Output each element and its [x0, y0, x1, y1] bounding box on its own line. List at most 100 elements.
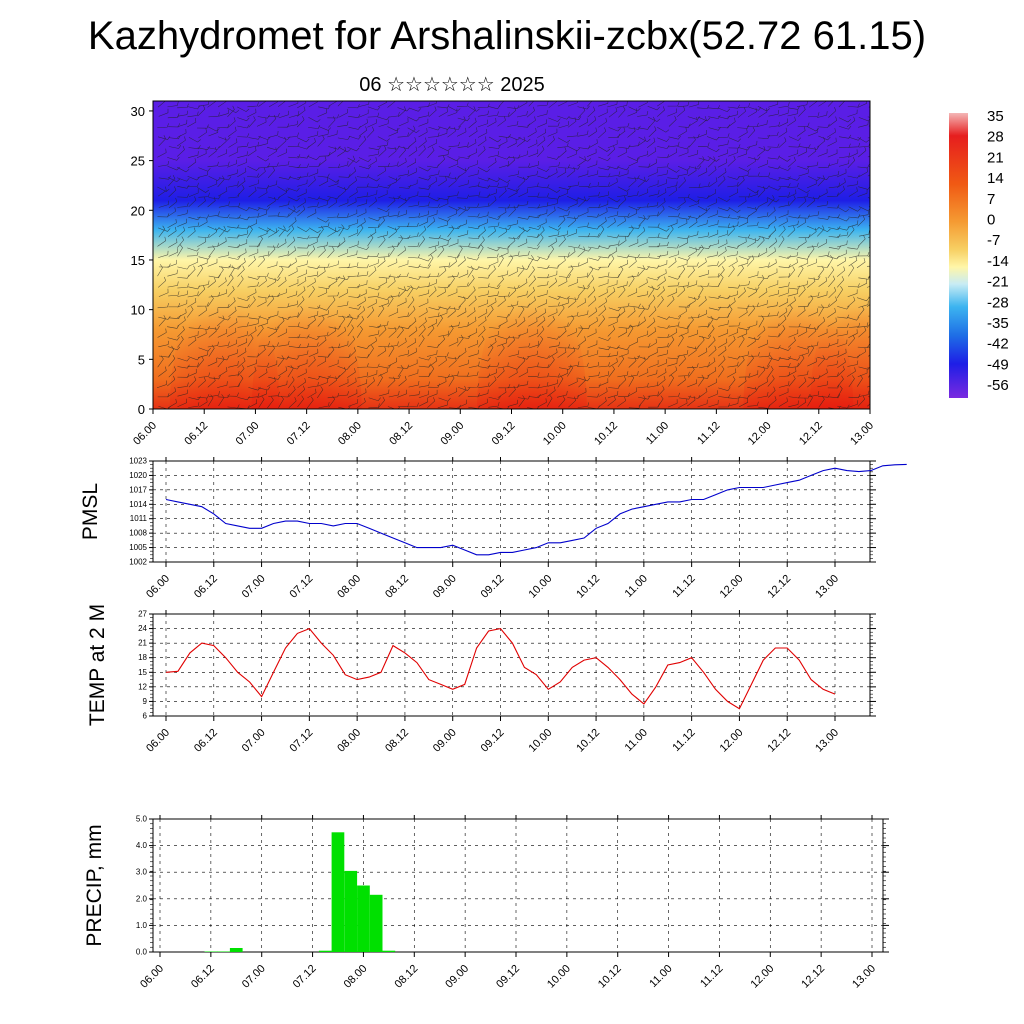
y-tick-label: 15 — [138, 668, 147, 677]
wind-barb — [847, 220, 859, 228]
wind-barb — [546, 206, 556, 217]
wind-barb — [578, 182, 591, 187]
wind-barb — [356, 174, 370, 179]
wind-barb — [437, 245, 445, 258]
wind-barb — [177, 128, 187, 138]
wind-barb — [778, 273, 791, 278]
wind-barb — [187, 182, 199, 187]
wind-barb — [338, 263, 351, 269]
wind-barb — [237, 313, 250, 318]
wind-barb — [607, 211, 619, 218]
wind-barb — [837, 348, 847, 358]
x-tick-label: 07.12 — [288, 727, 316, 755]
wind-barb — [797, 187, 810, 194]
wind-barb — [228, 214, 241, 219]
wind-barb — [487, 291, 499, 297]
panel-frame — [152, 460, 871, 563]
wind-barb — [207, 196, 216, 208]
wind-barb — [496, 367, 505, 379]
wind-barb — [598, 182, 610, 187]
wind-barb — [697, 336, 705, 348]
wind-barb — [177, 357, 190, 362]
wind-barb — [307, 131, 319, 138]
wind-barb — [407, 285, 420, 290]
wind-barb — [257, 324, 264, 337]
wind-barb — [657, 145, 670, 149]
wind-barb — [537, 128, 547, 138]
wind-barb — [437, 283, 450, 289]
wind-barb — [587, 328, 597, 338]
wind-barb — [247, 276, 261, 280]
wind-barb — [727, 225, 735, 237]
wind-barb — [767, 206, 776, 218]
wind-barb — [368, 403, 380, 409]
wind-barb — [577, 222, 589, 228]
wind-barb — [266, 295, 275, 307]
wind-barb — [558, 327, 567, 338]
wind-barb — [218, 367, 228, 377]
x-tick-label: 07.00 — [240, 727, 268, 755]
wind-barb — [798, 197, 807, 209]
wind-barb — [328, 296, 336, 308]
wind-barb — [397, 389, 407, 398]
wind-barb — [347, 324, 354, 337]
wind-barb — [728, 399, 739, 407]
wind-barb — [778, 307, 788, 318]
wind-barb — [598, 191, 610, 198]
wind-barb — [567, 364, 574, 377]
wind-barb — [378, 364, 392, 369]
wind-barb — [378, 145, 387, 157]
wind-barb — [838, 101, 846, 108]
wind-barb — [467, 393, 480, 398]
wind-barb — [566, 195, 580, 201]
wind-barb — [618, 106, 626, 118]
wind-barb — [218, 394, 225, 407]
wind-barb — [857, 252, 870, 257]
wind-barb — [177, 382, 189, 388]
wind-barb — [588, 127, 597, 138]
wind-barb — [737, 197, 747, 208]
wind-barb — [287, 365, 300, 370]
wind-barb — [186, 251, 199, 257]
wind-barb — [407, 222, 419, 227]
wind-barb — [517, 316, 526, 328]
wind-barb — [158, 175, 171, 180]
y-tick-label: 9 — [143, 697, 148, 706]
wind-barb — [667, 102, 680, 107]
wind-barb — [668, 392, 680, 398]
wind-barb — [708, 229, 719, 238]
wind-barb — [227, 285, 235, 298]
wind-barb — [227, 349, 238, 357]
wind-barb — [497, 405, 510, 409]
y-tick-label: 1017 — [129, 485, 147, 494]
wind-barb — [388, 176, 401, 181]
wind-barb — [518, 226, 531, 232]
wind-barb — [768, 226, 777, 238]
wind-barb — [577, 336, 587, 347]
wind-barb — [427, 318, 437, 329]
wind-barb — [727, 104, 740, 109]
wind-barb — [568, 377, 578, 387]
wind-barb — [527, 350, 538, 358]
wind-barb — [637, 290, 649, 297]
wind-barb — [758, 339, 768, 349]
wind-barb — [267, 342, 279, 347]
wind-barb — [157, 264, 163, 277]
wind-barb — [248, 366, 257, 378]
wind-barb — [717, 266, 725, 278]
wind-barb — [637, 266, 650, 270]
wind-barb — [796, 126, 806, 137]
wind-barb — [657, 101, 666, 107]
wind-barb — [267, 245, 276, 257]
wind-barb — [707, 251, 718, 258]
wind-barb — [248, 242, 261, 247]
wind-barb — [397, 246, 407, 257]
wind-barb — [537, 280, 549, 287]
wind-barb — [258, 276, 267, 288]
wind-barb — [337, 326, 347, 337]
wind-barb — [527, 192, 540, 197]
wind-barb — [377, 101, 388, 108]
wind-barb — [836, 256, 847, 267]
wind-barb — [216, 315, 225, 327]
wind-barb — [328, 116, 336, 128]
